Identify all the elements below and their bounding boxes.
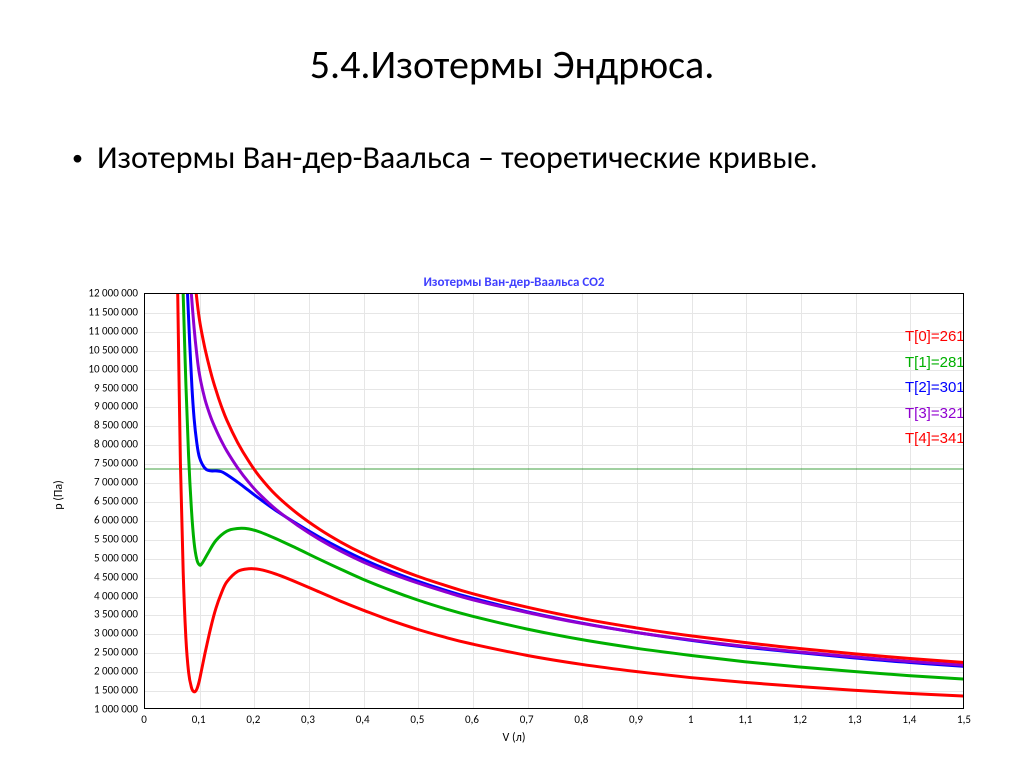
xtick-label: 0,2 xyxy=(246,713,260,726)
ytick-label: 2 000 000 xyxy=(60,665,138,678)
series-T4_341 xyxy=(196,294,963,662)
legend-item: T[1]=281,00 xyxy=(905,350,964,376)
ytick-label: 3 500 000 xyxy=(60,608,138,621)
ytick-label: 5 000 000 xyxy=(60,551,138,564)
legend: T[0]=261,00T[1]=281,00T[2]=301,00T[3]=32… xyxy=(905,324,964,452)
xtick-label: 1,4 xyxy=(902,713,916,726)
ytick-label: 4 500 000 xyxy=(60,570,138,583)
chart-title: Изотермы Ван-дер-Ваальса CO2 xyxy=(44,275,984,290)
ytick-label: 7 500 000 xyxy=(60,457,138,470)
bullet-text: Изотермы Ван-дер-Ваальса – теоретические… xyxy=(97,139,818,177)
xtick-label: 1,1 xyxy=(738,713,752,726)
ytick-label: 1 500 000 xyxy=(60,684,138,697)
ytick-label: 9 500 000 xyxy=(60,381,138,394)
bullet-item: • Изотермы Ван-дер-Ваальса – теоретическ… xyxy=(0,139,1024,177)
ytick-label: 3 000 000 xyxy=(60,627,138,640)
ytick-label: 11 000 000 xyxy=(60,324,138,337)
legend-item: T[4]=341,00 xyxy=(905,426,964,452)
chart-curves xyxy=(145,294,963,708)
ytick-label: 11 500 000 xyxy=(60,305,138,318)
xaxis-label: V (л) xyxy=(44,731,984,745)
ytick-label: 9 000 000 xyxy=(60,400,138,413)
ytick-label: 8 500 000 xyxy=(60,419,138,432)
yaxis-label: p (Па) xyxy=(52,480,66,510)
ytick-label: 6 000 000 xyxy=(60,513,138,526)
plot-area: T[0]=261,00T[1]=281,00T[2]=301,00T[3]=32… xyxy=(144,293,964,709)
bullet-dot-icon: • xyxy=(72,139,83,177)
legend-item: T[3]=321,00 xyxy=(905,401,964,427)
series-T2_301 xyxy=(188,294,963,666)
xtick-label: 1,3 xyxy=(848,713,862,726)
xtick-label: 0,4 xyxy=(356,713,370,726)
xtick-label: 0,7 xyxy=(520,713,534,726)
series-T3_321 xyxy=(191,294,963,665)
legend-item: T[2]=301,00 xyxy=(905,375,964,401)
ytick-label: 5 500 000 xyxy=(60,532,138,545)
ytick-label: 10 500 000 xyxy=(60,343,138,356)
xtick-label: 0,9 xyxy=(629,713,643,726)
ytick-label: 7 000 000 xyxy=(60,476,138,489)
xtick-label: 0,1 xyxy=(192,713,206,726)
xtick-label: 0,6 xyxy=(465,713,479,726)
xtick-label: 0 xyxy=(141,713,147,726)
ytick-label: 8 000 000 xyxy=(60,438,138,451)
ytick-label: 2 500 000 xyxy=(60,646,138,659)
xtick-label: 0,3 xyxy=(301,713,315,726)
xtick-label: 1,2 xyxy=(793,713,807,726)
chart: Изотермы Ван-дер-Ваальса CO2 1 000 000 1 … xyxy=(44,275,984,755)
ytick-label: 4 000 000 xyxy=(60,589,138,602)
xtick-label: 1,5 xyxy=(957,713,971,726)
ytick-label: 10 000 000 xyxy=(60,362,138,375)
slide-title: 5.4.Изотермы Эндрюса. xyxy=(0,0,1024,109)
ytick-label: 12 000 000 xyxy=(60,287,138,300)
xtick-label: 1 xyxy=(688,713,694,726)
xtick-label: 0,5 xyxy=(410,713,424,726)
ytick-label: 6 500 000 xyxy=(60,495,138,508)
ytick-label: 1 000 000 xyxy=(60,703,138,716)
xtick-label: 0,8 xyxy=(574,713,588,726)
series-T0_261 xyxy=(178,294,963,696)
legend-item: T[0]=261,00 xyxy=(905,324,964,350)
